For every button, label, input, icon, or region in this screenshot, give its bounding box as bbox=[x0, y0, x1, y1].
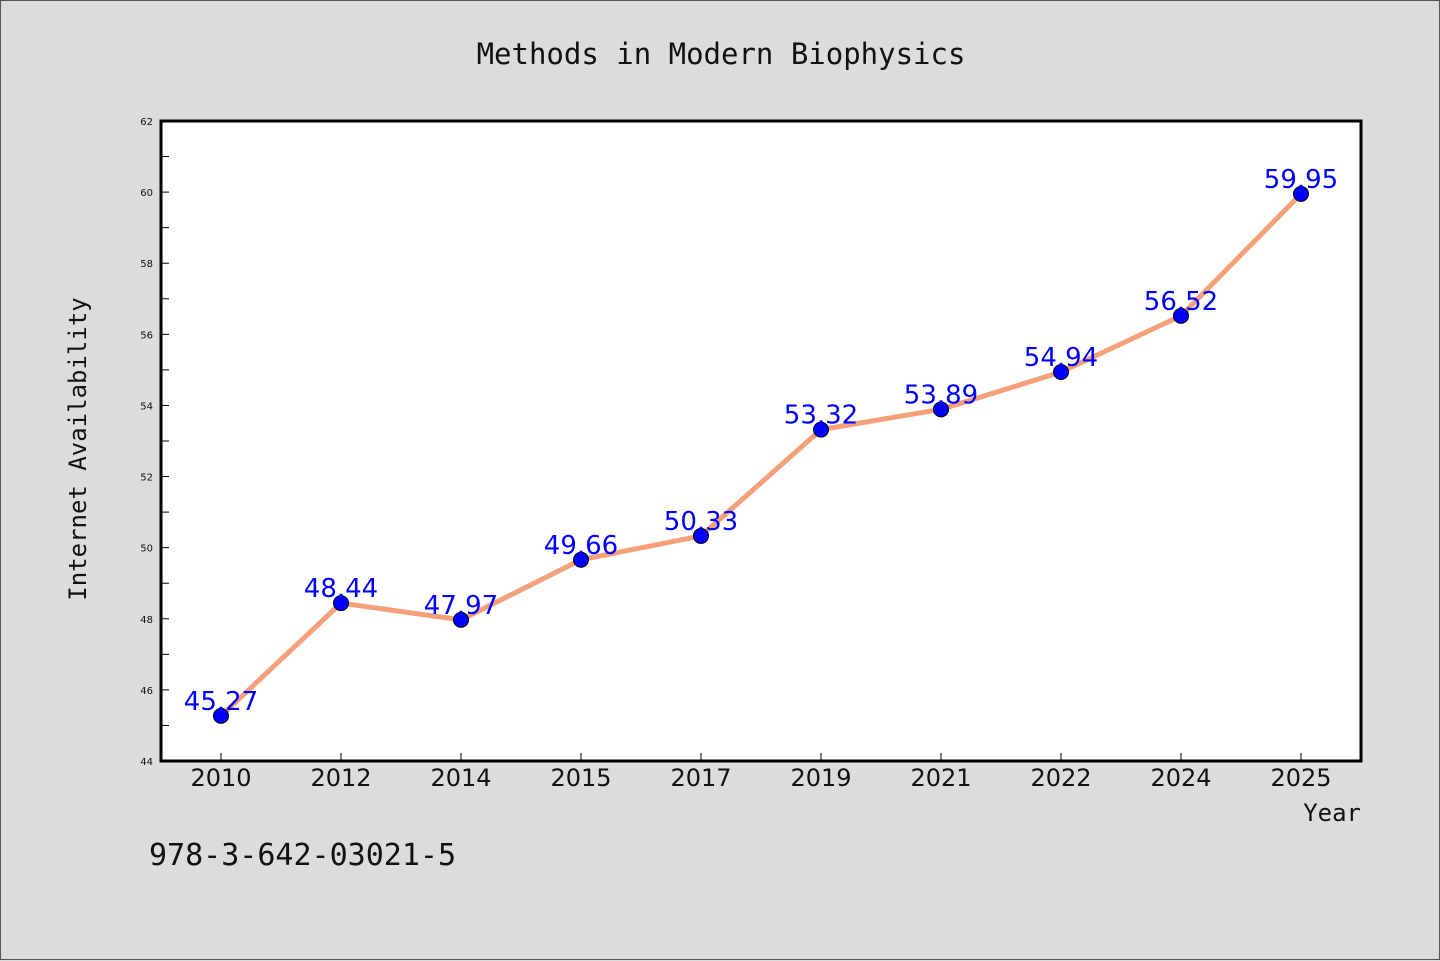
data-point bbox=[1053, 364, 1069, 381]
plot-area bbox=[161, 121, 1361, 761]
y-tick-label: 58 bbox=[140, 259, 153, 270]
data-point bbox=[453, 611, 469, 628]
x-tick-label: 2014 bbox=[430, 764, 491, 792]
data-label: 50.33 bbox=[664, 507, 738, 537]
data-point bbox=[693, 527, 709, 544]
data-label: 48.44 bbox=[304, 574, 378, 604]
data-label: 54.94 bbox=[1024, 343, 1098, 373]
data-label: 53.32 bbox=[784, 401, 858, 431]
x-tick-label: 2024 bbox=[1150, 764, 1211, 792]
data-label: 49.66 bbox=[544, 531, 618, 561]
x-axis-label: Year bbox=[1303, 799, 1361, 827]
y-tick-label: 54 bbox=[140, 401, 153, 412]
data-point bbox=[813, 421, 829, 438]
y-axis-label: Internet Availability bbox=[64, 297, 92, 600]
data-label: 47.97 bbox=[424, 591, 498, 621]
x-axis-ticks: 2010 2012 2014 2015 2017 2019 2021 2022 2024 2025 bbox=[190, 753, 1332, 792]
data-point bbox=[213, 707, 229, 724]
x-tick-label: 2019 bbox=[790, 764, 851, 792]
chart-title: Methods in Modern Biophysics bbox=[477, 37, 966, 71]
y-tick-label: 56 bbox=[140, 330, 153, 341]
y-tick-label: 44 bbox=[140, 757, 153, 768]
data-point bbox=[333, 595, 349, 612]
data-point bbox=[573, 551, 589, 568]
x-tick-label: 2021 bbox=[910, 764, 971, 792]
y-tick-label: 46 bbox=[140, 686, 153, 697]
y-tick-label: 52 bbox=[140, 473, 153, 484]
data-label: 53.89 bbox=[904, 380, 978, 410]
y-tick-label: 48 bbox=[140, 615, 153, 626]
data-labels: 45.27 48.44 47.97 49.66 50.33 53.32 53.89 54.94… bbox=[184, 165, 1338, 717]
x-tick-label: 2017 bbox=[670, 764, 731, 792]
y-tick-label: 50 bbox=[140, 544, 153, 555]
data-label: 45.27 bbox=[184, 687, 258, 717]
x-tick-label: 2012 bbox=[310, 764, 371, 792]
plot-border bbox=[159, 119, 1363, 763]
series-line bbox=[219, 192, 1303, 718]
series-group bbox=[213, 185, 1309, 724]
x-tick-label: 2015 bbox=[550, 764, 611, 792]
data-point bbox=[1293, 185, 1309, 202]
isbn-footer: 978-3-642-03021-5 bbox=[149, 838, 456, 873]
y-tick-label: 62 bbox=[140, 117, 153, 128]
x-tick-label: 2025 bbox=[1270, 764, 1331, 792]
y-axis-ticks: 44 46 48 50 52 54 56 58 60 62 bbox=[140, 117, 169, 768]
data-point bbox=[933, 401, 949, 418]
x-tick-label: 2022 bbox=[1030, 764, 1091, 792]
data-label: 56.52 bbox=[1144, 287, 1218, 317]
x-tick-label: 2010 bbox=[190, 764, 251, 792]
data-label: 59.95 bbox=[1264, 165, 1338, 195]
y-tick-label: 60 bbox=[140, 188, 153, 199]
data-point bbox=[1173, 307, 1189, 324]
